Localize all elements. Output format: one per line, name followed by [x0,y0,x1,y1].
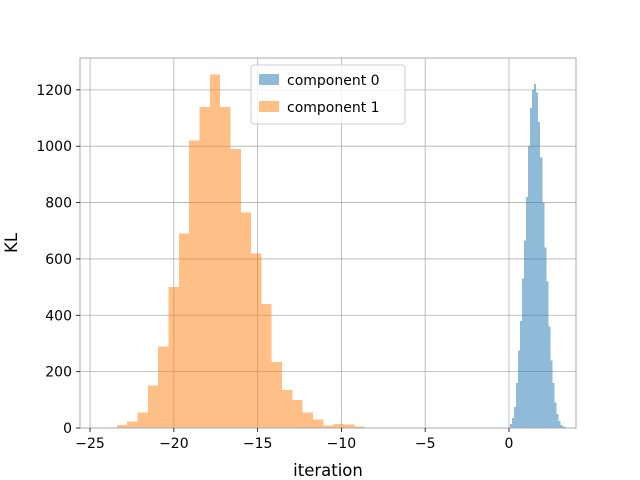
histogram-bar [552,382,555,428]
histogram-bar [240,212,252,428]
series-1 [116,74,365,429]
y-axis-label: KL [2,232,21,253]
plot-frame [79,57,577,429]
histogram-bar [556,413,559,428]
histogram-bar [127,421,138,428]
y-tick-label: 1200 [36,83,72,99]
histogram-bar [333,423,344,428]
histogram-bar [158,346,169,428]
histogram-bar [302,412,314,428]
legend-label: component 0 [287,73,380,89]
histogram-bar [220,106,231,429]
histogram-bar [520,320,523,428]
histogram-bar [550,360,553,428]
histogram-bar [251,253,262,428]
histogram-bar [554,402,557,428]
histogram-bar [536,92,539,429]
legend-box [250,64,406,125]
y-tick-label: 600 [45,252,72,268]
histogram-bar [540,157,543,428]
x-tick-label: −20 [159,436,189,452]
histogram-bar [514,406,517,428]
histogram-bar [230,149,241,428]
y-tick-label: 200 [45,365,72,381]
histogram-bar [532,89,535,428]
histogram-bar [261,304,272,428]
bars [116,74,569,429]
histogram-bar [522,278,525,428]
histogram-bar [530,108,533,428]
histogram-bar [147,385,159,428]
histogram-bar [560,425,563,428]
x-tick-label: −10 [327,436,357,452]
histogram-bar [516,382,519,428]
histogram-bar [323,425,334,428]
y-tick-label: 1000 [36,139,72,155]
histogram-bar [209,74,221,429]
x-tick-label: 0 [505,436,514,452]
histogram-bar [343,424,355,428]
x-tick-label: −25 [75,436,105,452]
histogram-bar [526,196,529,428]
legend-swatch [259,101,279,112]
histogram-bar [528,146,531,429]
histogram-bar [509,423,513,428]
histogram-bar [512,418,515,428]
legend-swatch [259,74,279,85]
histogram-bar [562,426,565,428]
y-tick-label: 800 [45,196,72,212]
ticks: −25 −20 −15 −10 −5 0 0 200 400 600 800 1000 1200 [36,83,513,452]
histogram-bar [534,84,537,429]
x-axis-label: iteration [293,461,363,480]
histogram-bar [199,106,210,429]
histogram-bar [524,240,527,428]
histogram-bar [116,425,128,428]
histogram-bar [542,202,545,428]
histogram-bar [282,389,293,428]
histogram-bar [544,247,547,428]
histogram-bar [546,281,549,428]
histogram-bar [271,361,283,428]
histogram-bar [538,122,541,428]
series-0 [507,84,569,429]
legend: component 0 component 1 [250,64,406,125]
y-tick-label: 0 [63,421,72,437]
histogram-bar [189,140,200,428]
histogram-bar [354,426,365,428]
histogram-bar [137,412,148,428]
histogram-bar [518,350,521,428]
histogram-bar [168,287,179,428]
histogram-bar [558,420,561,428]
legend-label: component 1 [287,100,380,116]
y-tick-label: 400 [45,308,72,324]
histogram-bar [313,419,324,428]
histogram-bar [178,233,190,428]
x-tick-label: −15 [243,436,273,452]
histogram-bar [292,399,303,428]
x-tick-label: −5 [415,436,436,452]
histogram-bar [548,326,551,428]
